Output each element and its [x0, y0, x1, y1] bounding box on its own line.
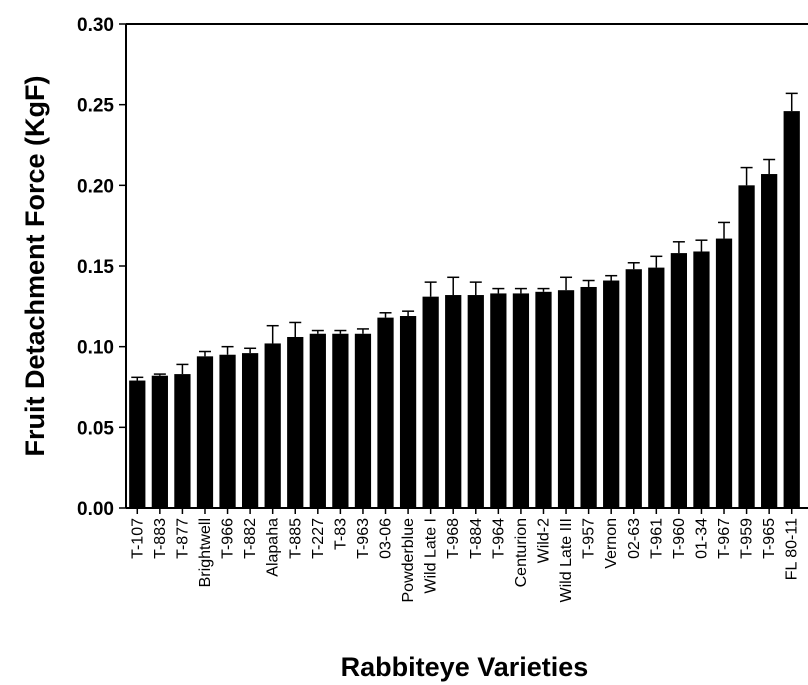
bar [241, 353, 259, 508]
bar [670, 253, 688, 508]
bar [354, 333, 372, 508]
bar [490, 293, 507, 508]
bar [445, 295, 462, 508]
x-tick-label: T-83 [332, 518, 349, 550]
x-tick-label: T-957 [581, 518, 598, 559]
bar [399, 316, 417, 508]
x-tick-label: Wild Late I [423, 518, 440, 594]
y-axis-title-group: Fruit Detachment Force (KgF) [20, 75, 50, 456]
bar [422, 296, 439, 508]
bar [309, 333, 326, 508]
y-tick-label: 0.05 [77, 418, 114, 439]
x-tick-label: T-959 [739, 518, 756, 559]
x-tick-label: Wild Late III [558, 518, 575, 602]
x-tick-label: 02-63 [626, 518, 643, 559]
x-tick-label: T-885 [287, 518, 304, 559]
x-tick-label: T-882 [242, 518, 259, 559]
bar [174, 374, 191, 508]
x-tick-label: Alapaha [265, 518, 282, 577]
bar [332, 333, 349, 508]
bar [738, 185, 755, 509]
y-tick-label: 0.10 [77, 338, 114, 359]
x-tick-label: T-968 [445, 518, 462, 559]
y-tick-label: 0.30 [77, 15, 114, 36]
x-ticks-group: T-107 T-883 T-877 Brightwell T-966 T-882 Alapa… [129, 508, 801, 603]
bar [467, 295, 484, 508]
x-tick-label: T-966 [220, 518, 237, 559]
bar [761, 174, 778, 509]
x-tick-label: T-967 [716, 518, 733, 559]
bars-group [129, 111, 800, 509]
bar [287, 336, 304, 508]
x-tick-label: T-961 [648, 518, 665, 559]
x-tick-label: T-877 [174, 518, 191, 559]
x-tick-label: Centurion [513, 518, 530, 587]
x-tick-label: T-960 [671, 518, 688, 559]
x-tick-label: T-965 [761, 518, 778, 559]
y-tick-label: 0.15 [77, 257, 114, 278]
x-tick-label: T-107 [129, 518, 146, 559]
error-bars-group [131, 92, 798, 381]
x-tick-label: T-964 [490, 518, 507, 559]
x-tick-label: 03-06 [378, 518, 395, 559]
y-tick-label: 0.25 [77, 96, 114, 117]
bar [648, 267, 665, 508]
bar [377, 317, 394, 508]
x-tick-label: T-884 [468, 518, 485, 559]
y-axis-title: Fruit Detachment Force (KgF) [20, 75, 50, 456]
bar [625, 269, 642, 508]
bar [151, 375, 168, 508]
y-tick-label: 0.20 [77, 176, 114, 197]
x-axis-title: Rabbiteye Varieties [341, 652, 589, 682]
x-tick-label: T-883 [152, 518, 169, 559]
bar [512, 293, 530, 508]
bar [715, 238, 733, 508]
x-tick-label: Wild-2 [535, 518, 552, 563]
bar [693, 251, 710, 509]
x-tick-label: Brightwell [197, 518, 214, 587]
bar [196, 356, 214, 508]
x-tick-label: Vernon [603, 518, 620, 569]
bar [783, 111, 800, 509]
bar [129, 380, 146, 508]
x-tick-label: FL 80-11 [784, 518, 801, 580]
x-tick-label: Powderblue [400, 518, 417, 603]
axes-group [125, 23, 808, 509]
bar [603, 280, 620, 508]
x-tick-label: T-963 [355, 518, 372, 559]
bar [219, 354, 236, 508]
bar [557, 290, 575, 508]
x-tick-label: T-227 [310, 518, 327, 559]
bar [580, 286, 597, 508]
bar [264, 343, 281, 508]
x-tick-label: 01-34 [693, 518, 710, 559]
y-tick-label: 0.00 [77, 499, 114, 520]
bar [535, 291, 552, 508]
y-ticks-group: 0.00 0.05 0.10 0.15 0.20 0.25 0.30 [77, 15, 126, 520]
